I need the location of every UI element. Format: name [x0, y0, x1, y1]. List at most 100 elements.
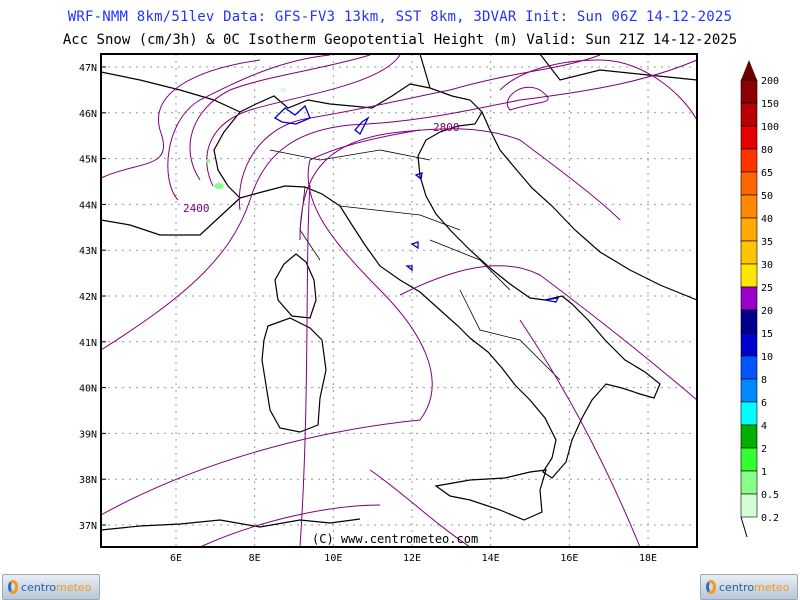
latitude-labels: 47N 46N 45N 44N 43N 42N 41N 40N 39N 38N 37N: [79, 63, 97, 532]
colorbar-label: 8: [761, 375, 767, 386]
colorbar-swatch: [740, 355, 758, 380]
latitude-label: 39N: [79, 429, 97, 440]
colorbar-swatch: [740, 401, 758, 426]
longitude-label: 8E: [249, 553, 261, 564]
contour-line: [100, 59, 261, 179]
colorbar-swatch: [740, 125, 758, 150]
contour-line: [238, 54, 601, 211]
logo-text-meteo: meteo: [56, 580, 92, 594]
colorbar-swatch: [740, 470, 758, 495]
colorbar-swatch: [740, 194, 758, 219]
latitude-label: 37N: [79, 521, 97, 532]
italy-outline: [213, 83, 661, 479]
snow-area-outline: [273, 104, 311, 125]
contour-line: [299, 128, 621, 241]
colorbar-label: 15: [761, 329, 773, 340]
colorbar-bottom-tick: [740, 516, 748, 538]
colorbar-label: 50: [761, 191, 773, 202]
graticule: [101, 54, 697, 547]
colorbar-swatch: [740, 447, 758, 472]
contour-line: [100, 129, 433, 516]
contour-line: [506, 86, 549, 111]
colorbar-swatch: [740, 102, 758, 127]
contour-line: [167, 54, 331, 201]
contour-line: [100, 59, 698, 351]
colorbar-label: 0.5: [761, 490, 779, 501]
latitude-label: 44N: [79, 200, 97, 211]
contour-line: [299, 184, 311, 548]
snow-area-outline: [405, 172, 560, 303]
colorbar-swatch: [740, 240, 758, 265]
colorbar-label: 2: [761, 444, 767, 455]
colorbar-label: 1: [761, 467, 767, 478]
regional-borders: [269, 149, 561, 381]
snow-area-light: [280, 88, 286, 92]
colorbar: 200 150 100 80 65 50 40 35 30 25 20 15 10 8 6 4 2 1 0.5 0.2: [740, 60, 779, 538]
latitude-label: 43N: [79, 246, 97, 257]
longitude-label: 16E: [560, 553, 578, 564]
snow-areas: [206, 88, 560, 303]
contour-label-2800: 2800: [433, 121, 460, 134]
latitude-label: 45N: [79, 155, 97, 166]
colorbar-swatch: [740, 378, 758, 403]
map-frame: [100, 53, 698, 548]
colorbar-swatch: [740, 493, 758, 518]
longitude-label: 12E: [403, 553, 421, 564]
contour-label-2400: 2400: [183, 202, 210, 215]
colorbar-label: 200: [761, 76, 779, 87]
latitude-label: 42N: [79, 292, 97, 303]
sicily-outline: [434, 469, 547, 521]
longitude-label: 10E: [324, 553, 342, 564]
logo-text-meteo: meteo: [754, 580, 790, 594]
snow-area-light: [206, 159, 210, 163]
sardinia-outline: [261, 317, 327, 433]
corsica-outline: [274, 253, 317, 319]
colorbar-swatch: [740, 309, 758, 334]
colorbar-swatch: [740, 217, 758, 242]
snow-area-outline: [354, 116, 370, 136]
model-info-title: WRF-NMM 8km/51lev Data: GFS-FV3 13km, SS…: [67, 9, 733, 25]
copyright-text: (C) www.centrometeo.com: [312, 532, 478, 546]
colorbar-swatch: [740, 148, 758, 173]
snow-area-light: [214, 183, 224, 189]
colorbar-label: 40: [761, 214, 773, 225]
longitude-label: 6E: [170, 553, 182, 564]
colorbar-label: 0.2: [761, 513, 779, 524]
colorbar-label: 150: [761, 99, 779, 110]
latitude-label: 38N: [79, 475, 97, 486]
coastlines: [100, 53, 698, 531]
alps-borders: [100, 53, 698, 236]
africa-coast: [100, 518, 361, 531]
contour-line: [199, 319, 641, 548]
longitude-labels: 6E 8E 10E 12E 14E 16E 18E: [170, 553, 657, 564]
isotherm-contours: [100, 54, 698, 548]
colorbar-swatch: [740, 332, 758, 357]
latitude-label: 41N: [79, 338, 97, 349]
logo-ring-icon: [8, 580, 18, 594]
colorbar-label: 10: [761, 352, 773, 363]
colorbar-swatch: [740, 79, 758, 104]
colorbar-label: 4: [761, 421, 767, 432]
longitude-label: 18E: [639, 553, 657, 564]
colorbar-swatch: [740, 286, 758, 311]
latitude-label: 47N: [79, 63, 97, 74]
centrometeo-logo-right[interactable]: centro meteo: [700, 574, 798, 600]
logo-ring-icon: [706, 580, 716, 594]
logo-text-centro: centro: [719, 580, 755, 594]
colorbar-label: 25: [761, 283, 773, 294]
longitude-label: 14E: [482, 553, 500, 564]
colorbar-label: 65: [761, 168, 773, 179]
latitude-label: 46N: [79, 109, 97, 120]
contour-line: [189, 54, 371, 181]
colorbar-label: 6: [761, 398, 767, 409]
balkan-coast: [481, 111, 698, 301]
centrometeo-logo-left[interactable]: centro meteo: [2, 574, 100, 600]
field-valid-title: Acc Snow (cm/3h) & 0C Isotherm Geopotent…: [62, 32, 738, 48]
colorbar-label: 35: [761, 237, 773, 248]
contour-line: [206, 54, 401, 187]
contour-line: [499, 59, 698, 121]
colorbar-swatch: [740, 263, 758, 288]
colorbar-label: 30: [761, 260, 773, 271]
colorbar-swatch: [740, 171, 758, 196]
